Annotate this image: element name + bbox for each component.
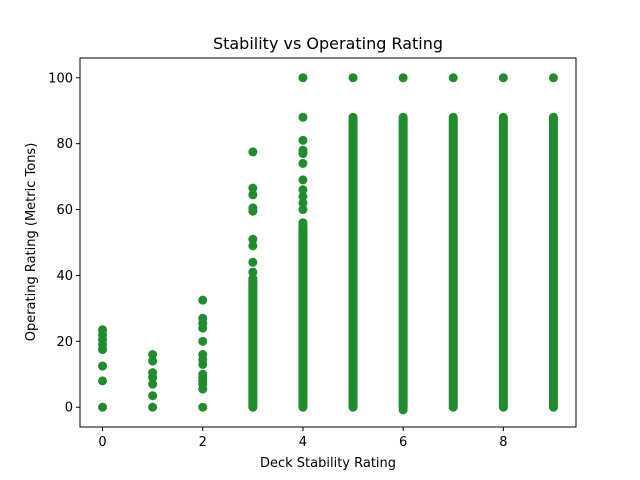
y-axis-label: Operating Rating (Metric Tons)	[24, 143, 39, 342]
data-point	[298, 185, 308, 195]
data-point	[248, 190, 258, 200]
y-tick-label: 0	[65, 401, 73, 416]
data-point	[248, 147, 258, 157]
data-point	[298, 175, 308, 185]
data-point	[298, 205, 308, 215]
data-point	[198, 295, 208, 305]
data-point	[298, 218, 308, 228]
point-band-x5	[348, 112, 358, 412]
x-axis-ticks: 0 2 4 6 8	[98, 427, 507, 450]
x-tick-label: 4	[299, 435, 307, 450]
y-tick-label: 40	[56, 269, 73, 284]
data-point	[348, 73, 358, 83]
y-tick-label: 60	[56, 203, 73, 218]
point-band-x3	[248, 274, 258, 412]
data-point	[98, 325, 108, 335]
data-point	[548, 73, 558, 83]
chart-title: Stability vs Operating Rating	[213, 34, 443, 53]
y-tick-label: 100	[48, 71, 73, 86]
data-point	[148, 368, 158, 378]
point-band-x7	[448, 112, 458, 412]
data-point	[248, 206, 258, 216]
data-point	[148, 350, 158, 360]
data-point	[298, 198, 308, 208]
data-point	[298, 191, 308, 201]
data-point	[98, 376, 108, 386]
data-point	[298, 112, 308, 122]
data-point	[248, 257, 258, 267]
plot-frame	[79, 57, 577, 428]
point-band-x6	[398, 112, 408, 412]
data-point	[98, 361, 108, 371]
point-band-x9	[548, 112, 558, 412]
point-band-x8	[498, 112, 508, 412]
data-point	[298, 135, 308, 145]
point-band-x4	[298, 221, 308, 412]
x-axis-label: Deck Stability Rating	[260, 456, 396, 471]
data-point	[148, 379, 158, 389]
data-point	[198, 369, 208, 379]
data-point	[248, 234, 258, 244]
data-point	[398, 405, 408, 415]
data-point	[198, 402, 208, 412]
data-point	[148, 402, 158, 412]
data-point	[248, 267, 258, 277]
y-axis-ticks: 0 20 40 60 80 100	[48, 71, 80, 416]
data-point	[148, 391, 158, 401]
data-point	[248, 241, 258, 251]
data-point	[448, 73, 458, 83]
data-points	[98, 73, 558, 415]
data-point	[298, 73, 308, 83]
data-point	[148, 356, 158, 366]
data-point	[198, 313, 208, 323]
y-tick-label: 20	[56, 335, 73, 350]
data-point	[498, 73, 508, 83]
data-point	[198, 350, 208, 360]
x-tick-label: 0	[98, 435, 106, 450]
data-point	[298, 158, 308, 168]
data-point	[98, 402, 108, 412]
data-point	[398, 73, 408, 83]
x-tick-label: 2	[199, 435, 207, 450]
y-tick-label: 80	[56, 137, 73, 152]
x-tick-label: 6	[399, 435, 407, 450]
x-tick-label: 8	[499, 435, 507, 450]
data-point	[198, 336, 208, 346]
data-point	[248, 183, 258, 193]
data-point	[298, 149, 308, 159]
